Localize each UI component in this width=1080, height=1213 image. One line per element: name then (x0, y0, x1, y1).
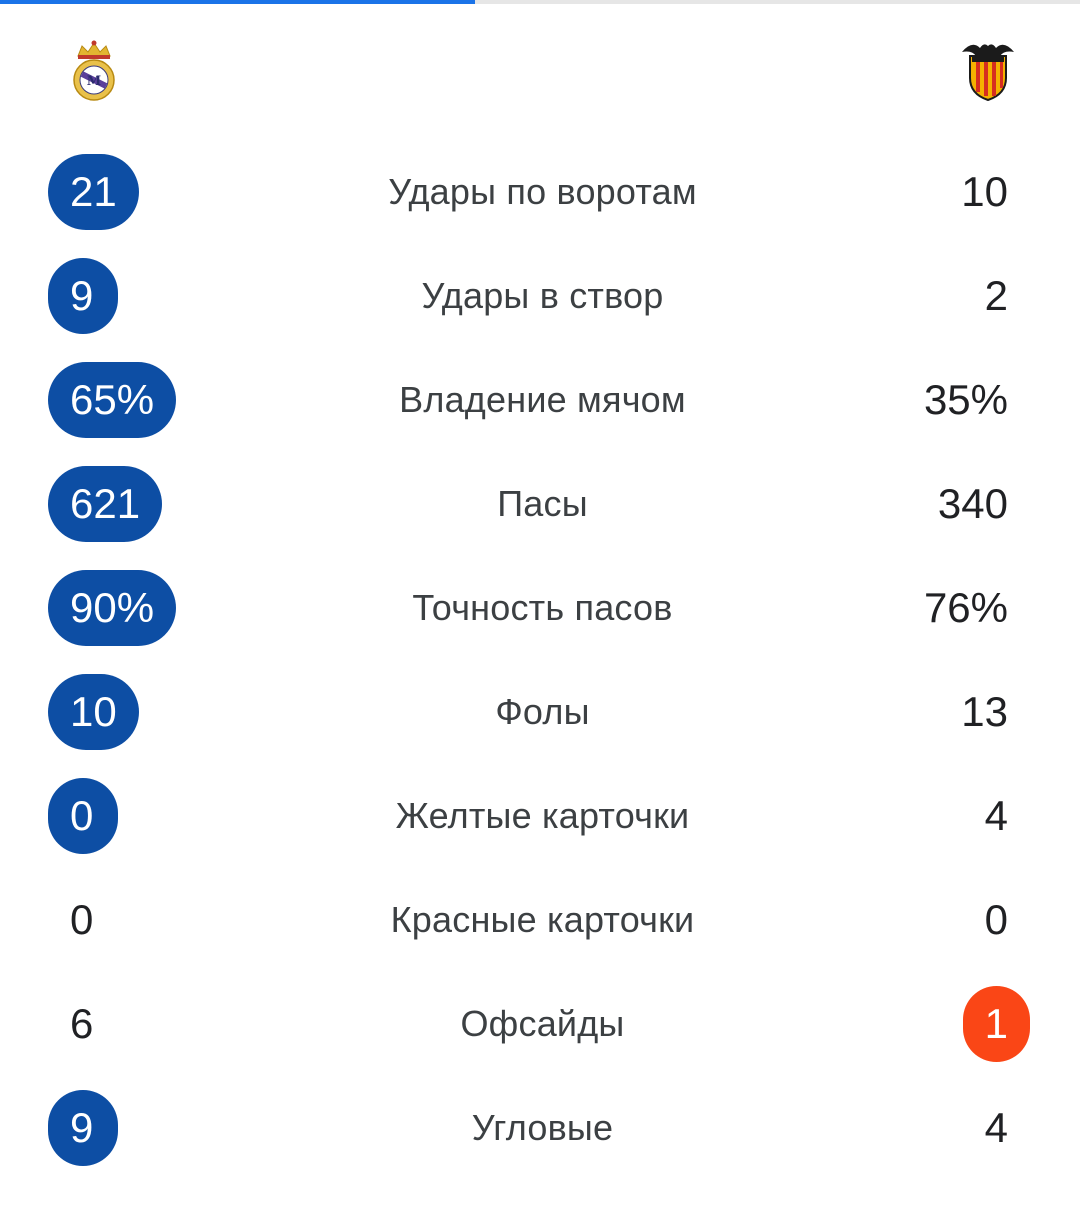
home-stat-value: 65% (48, 362, 177, 438)
stat-row-passes: 621 Пасы 340 (0, 452, 1080, 556)
away-stat-value: 35% (923, 376, 1008, 423)
home-stat-value: 90% (48, 570, 177, 646)
tab-indicator-active (0, 0, 475, 4)
valencia-crest-icon (958, 38, 1018, 102)
away-stat-value: 10 (961, 168, 1008, 215)
away-stat-value: 13 (961, 688, 1008, 735)
away-stat-value: 76% (923, 584, 1008, 631)
stat-label: Удары по воротам (388, 171, 697, 212)
stat-row-shots: 21 Удары по воротам 10 (0, 140, 1080, 244)
stat-label: Красные карточки (390, 899, 695, 940)
away-stat-value: 0 (984, 896, 1008, 943)
away-stat-value: 340 (937, 480, 1008, 527)
home-stat-value: 10 (48, 674, 139, 750)
stat-row-yellow-cards: 0 Желтые карточки 4 (0, 764, 1080, 868)
stat-row-shots-on-target: 9 Удары в створ 2 (0, 244, 1080, 348)
svg-text:M: M (87, 74, 101, 89)
stat-label: Фолы (495, 691, 590, 732)
real-madrid-crest-icon: M (64, 38, 124, 102)
home-stat-value: 9 (48, 258, 118, 334)
stat-row-red-cards: 0 Красные карточки 0 (0, 868, 1080, 972)
stat-label: Пасы (497, 483, 588, 524)
stat-label: Офсайды (460, 1003, 625, 1044)
tab-indicator-track (0, 0, 1080, 4)
home-stat-value: 6 (70, 1000, 94, 1047)
match-stats-list: 21 Удары по воротам 10 9 Удары в створ 2… (0, 140, 1080, 1180)
home-stat-value: 0 (70, 896, 94, 943)
away-stat-value: 2 (984, 272, 1008, 319)
stat-row-pass-accuracy: 90% Точность пасов 76% (0, 556, 1080, 660)
away-stat-value: 4 (984, 1104, 1008, 1151)
stat-row-fouls: 10 Фолы 13 (0, 660, 1080, 764)
stat-label: Угловые (471, 1107, 614, 1148)
stat-label: Удары в створ (421, 275, 664, 316)
stat-label: Точность пасов (412, 587, 673, 628)
home-stat-value: 21 (48, 154, 139, 230)
stat-label: Желтые карточки (395, 795, 690, 836)
stat-row-possession: 65% Владение мячом 35% (0, 348, 1080, 452)
home-stat-value: 0 (48, 778, 118, 854)
stat-label: Владение мячом (399, 379, 686, 420)
stat-row-offsides: 6 Офсайды 1 (0, 972, 1080, 1076)
home-stat-value: 9 (48, 1090, 118, 1166)
stat-row-corners: 9 Угловые 4 (0, 1076, 1080, 1180)
home-stat-value: 621 (48, 466, 163, 542)
away-stat-value: 1 (962, 986, 1030, 1062)
away-stat-value: 4 (984, 792, 1008, 839)
